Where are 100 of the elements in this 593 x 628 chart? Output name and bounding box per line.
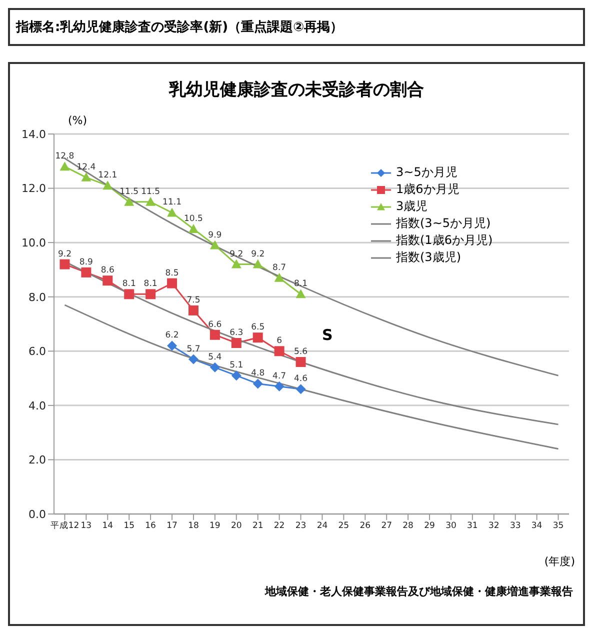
y-tick-label: 8.0 (28, 290, 46, 304)
data-label: 4.7 (272, 371, 286, 382)
point (296, 384, 306, 394)
point (81, 172, 92, 182)
data-label: 9.2 (58, 249, 72, 260)
data-label: 12.1 (98, 170, 118, 181)
data-label: 12.8 (55, 152, 74, 162)
point (146, 196, 156, 206)
x-tick-label: 32 (488, 521, 500, 532)
legend-label: 3~5か月児 (396, 164, 458, 181)
legend-label: 3歳児 (396, 198, 428, 215)
x-tick-label: 20 (230, 521, 242, 532)
y-tick-label: 0.0 (28, 508, 46, 521)
y-axis-title: (%) (68, 114, 88, 127)
data-label: 6.5 (251, 322, 265, 333)
point (231, 259, 242, 268)
point (274, 272, 284, 282)
y-tick-label: 2.0 (28, 454, 46, 467)
x-tick-label: 30 (446, 521, 456, 532)
x-tick-label: 19 (210, 521, 220, 532)
point (252, 259, 263, 268)
data-label: 8.1 (144, 279, 158, 290)
point (124, 289, 134, 300)
y-tick-label: 14.0 (22, 128, 46, 141)
data-label: 4.8 (251, 368, 265, 379)
x-tick-label: 35 (552, 521, 564, 532)
point (210, 362, 220, 372)
x-tick-label: 18 (188, 521, 199, 532)
point (296, 289, 306, 298)
annotation: S (322, 326, 333, 344)
x-tick-label: 17 (166, 521, 178, 532)
chart-subtitle: 指標名:乳幼児健康診査の受診率(新)（重点課題②再掲） (8, 8, 585, 46)
data-label: 9.9 (208, 230, 222, 240)
x-axis-title: (年度) (544, 554, 575, 569)
chart-title: 乳幼児健康診査の未受診者の割合 (168, 79, 425, 101)
y-tick-label: 10.0 (22, 236, 46, 250)
data-label: 8.1 (122, 279, 136, 290)
point (81, 267, 92, 278)
point (274, 346, 284, 356)
point (231, 370, 242, 381)
x-tick-label: 24 (316, 521, 328, 532)
x-tick-label: 28 (402, 521, 414, 532)
data-label: 12.4 (76, 162, 96, 172)
x-tick-label: 16 (145, 521, 156, 532)
x-tick-label: 31 (467, 521, 478, 532)
data-label: 6.3 (230, 328, 244, 338)
point (124, 196, 134, 206)
data-label: 8.5 (165, 268, 179, 278)
x-tick-label: 平成12 (50, 520, 80, 532)
data-label: 11.5 (120, 186, 139, 197)
data-label: 7.5 (186, 295, 200, 306)
data-label: 5.4 (208, 352, 222, 362)
data-label: 4.6 (294, 374, 308, 384)
point (102, 180, 113, 190)
data-label: 6.2 (165, 330, 179, 341)
point (188, 305, 198, 316)
point (60, 162, 70, 171)
legend-label: 指数(3~5か月児) (396, 215, 491, 232)
point (146, 289, 156, 300)
x-tick-label: 21 (252, 521, 264, 532)
point (252, 332, 263, 343)
legend-label: 指数(1歳6か月児) (396, 232, 493, 249)
legend-label: 1歳6か月児 (396, 181, 460, 198)
data-label: 6.6 (208, 320, 222, 330)
point (210, 330, 220, 340)
x-tick-label: 26 (360, 521, 371, 532)
data-label: 6 (276, 336, 282, 346)
data-label: 5.6 (294, 347, 308, 357)
point (188, 354, 198, 364)
data-label: 8.7 (272, 262, 286, 273)
x-tick-label: 14 (102, 521, 114, 532)
data-label: 8.6 (100, 266, 114, 276)
x-tick-label: 15 (124, 521, 135, 532)
point (167, 208, 178, 217)
x-tick-label: 33 (510, 521, 521, 532)
point (252, 378, 263, 389)
point (296, 357, 306, 367)
point (167, 340, 178, 351)
point (231, 338, 242, 348)
y-tick-label: 4.0 (28, 399, 46, 412)
legend-label: 指数(3歳児) (396, 249, 461, 266)
point (60, 259, 70, 270)
x-tick-label: 34 (531, 521, 542, 532)
data-label: 9.2 (251, 249, 265, 260)
data-label: 5.1 (230, 360, 244, 371)
x-tick-label: 27 (381, 521, 392, 532)
point (210, 240, 220, 250)
x-tick-label: 29 (424, 521, 435, 532)
y-tick-label: 6.0 (28, 345, 46, 358)
data-label: 10.5 (184, 214, 203, 224)
data-label: 11.1 (162, 198, 182, 208)
x-tick-label: 22 (274, 521, 285, 532)
y-tick-label: 12.0 (22, 182, 46, 196)
line-series (64, 304, 560, 450)
point (102, 276, 113, 286)
x-tick-label: 25 (338, 521, 350, 532)
data-label: 11.5 (141, 186, 160, 197)
point (274, 381, 284, 392)
text: 地域保健・老人保健事業報告及び地域保健・健康増進事業報告 (265, 584, 573, 599)
point (167, 278, 178, 288)
